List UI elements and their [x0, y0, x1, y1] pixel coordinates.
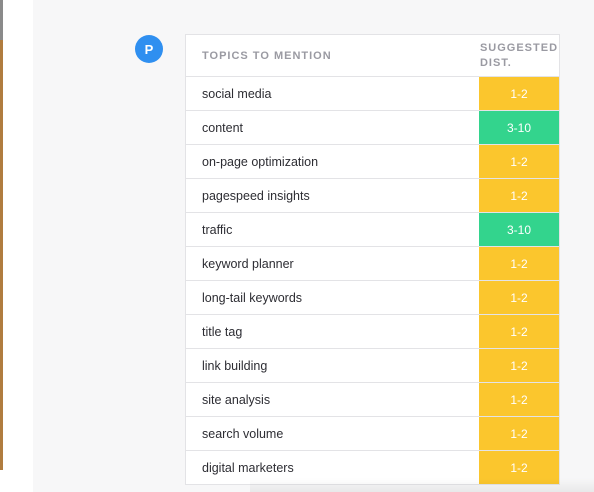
dist-cell: 1-2 [479, 451, 559, 484]
table-row[interactable]: long-tail keywords 1-2 [186, 281, 559, 315]
topic-cell: site analysis [202, 392, 271, 407]
left-sidebar-edge [0, 0, 34, 492]
table-row[interactable]: keyword planner 1-2 [186, 247, 559, 281]
topics-table: TOPICS TO MENTION SUGGESTED DIST. social… [185, 34, 560, 485]
dist-cell: 1-2 [479, 179, 559, 212]
topic-cell: social media [202, 86, 272, 101]
header-dist-line2: DIST. [479, 56, 512, 69]
topic-cell: keyword planner [202, 256, 294, 271]
bottom-shadow [250, 478, 594, 492]
dist-cell: 1-2 [479, 145, 559, 178]
header-suggested-dist: SUGGESTED DIST. [479, 35, 559, 76]
dist-cell: 1-2 [479, 77, 559, 110]
table-row[interactable]: site analysis 1-2 [186, 383, 559, 417]
header-dist-line1: SUGGESTED [479, 41, 559, 54]
dist-cell: 1-2 [479, 247, 559, 280]
sidebar-edge-top [0, 0, 3, 40]
table-row[interactable]: on-page optimization 1-2 [186, 145, 559, 179]
table-row[interactable]: content 3-10 [186, 111, 559, 145]
sidebar-edge-accent [0, 40, 3, 470]
topic-cell: link building [202, 358, 268, 373]
table-row[interactable]: digital marketers 1-2 [186, 451, 559, 484]
header-topics: TOPICS TO MENTION [202, 49, 332, 62]
dist-cell: 1-2 [479, 281, 559, 314]
topic-cell: pagespeed insights [202, 188, 310, 203]
topic-cell: search volume [202, 426, 284, 441]
table-row[interactable]: title tag 1-2 [186, 315, 559, 349]
table-row[interactable]: link building 1-2 [186, 349, 559, 383]
table-header: TOPICS TO MENTION SUGGESTED DIST. [186, 35, 559, 77]
topic-cell: traffic [202, 222, 233, 237]
avatar-initial: P [144, 41, 154, 57]
topic-cell: title tag [202, 324, 243, 339]
topic-cell: long-tail keywords [202, 290, 303, 305]
dist-cell: 3-10 [479, 111, 559, 144]
table-body: social media 1-2 content 3-10 on-page optimi… [186, 77, 559, 484]
topic-cell: on-page optimization [202, 154, 319, 169]
dist-cell: 1-2 [479, 383, 559, 416]
dist-cell: 1-2 [479, 315, 559, 348]
avatar[interactable]: P [135, 35, 163, 63]
dist-cell: 3-10 [479, 213, 559, 246]
table-row[interactable]: traffic 3-10 [186, 213, 559, 247]
topic-cell: digital marketers [202, 460, 294, 475]
table-row[interactable]: pagespeed insights 1-2 [186, 179, 559, 213]
topic-cell: content [202, 120, 244, 135]
dist-cell: 1-2 [479, 349, 559, 382]
table-row[interactable]: social media 1-2 [186, 77, 559, 111]
dist-cell: 1-2 [479, 417, 559, 450]
table-row[interactable]: search volume 1-2 [186, 417, 559, 451]
